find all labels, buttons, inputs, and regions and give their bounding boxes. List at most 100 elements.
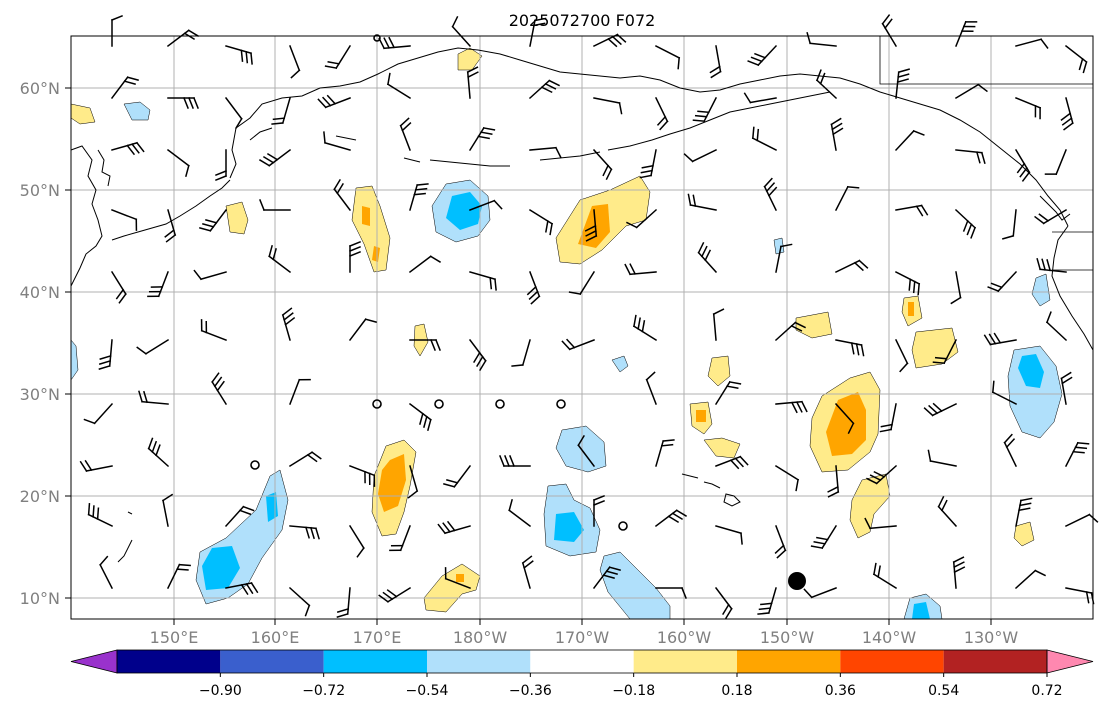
wind-barb — [349, 241, 361, 273]
wind-barb — [1044, 149, 1067, 176]
wind-barb — [654, 509, 688, 528]
wind-barb — [529, 17, 547, 47]
colorbar-label: 0.18 — [721, 683, 752, 699]
wind-barb — [199, 208, 228, 232]
wind-barb — [1036, 257, 1067, 273]
wind-barb — [687, 193, 717, 211]
wind-barb — [592, 148, 613, 180]
wind-barb — [1015, 97, 1042, 120]
latitude-labels: 10°N 20°N 30°N 40°N 50°N 60°N — [20, 79, 71, 608]
pos-region — [1013, 521, 1035, 547]
wind-barb — [1034, 208, 1068, 225]
wind-barb — [99, 555, 114, 590]
wind-barb — [79, 459, 113, 472]
wind-barb — [932, 338, 958, 365]
wind-barb — [288, 451, 322, 468]
wind-barb — [568, 270, 596, 296]
wind-barb — [1003, 433, 1018, 468]
wind-barb — [923, 402, 958, 417]
wind-barb — [593, 495, 605, 527]
wind-barb — [834, 402, 855, 434]
wind-barb — [443, 464, 472, 488]
lat-label: 50°N — [20, 181, 60, 200]
wind-barb — [775, 400, 808, 414]
wind-barb — [87, 503, 114, 528]
wind-barb — [111, 209, 138, 231]
pos-region — [372, 246, 380, 262]
wind-barb — [624, 263, 657, 276]
colorbar-swatch — [943, 650, 1047, 673]
colorbar-swatch — [737, 650, 841, 673]
wind-barb — [632, 314, 658, 342]
lat-label: 30°N — [20, 385, 60, 404]
colorbar-swatch — [427, 650, 531, 673]
wind-barb — [715, 525, 743, 545]
wind-barb — [747, 44, 778, 67]
pos-region — [351, 185, 391, 273]
wind-barb — [348, 524, 365, 558]
pos-region — [362, 206, 370, 226]
wind-barb — [654, 96, 669, 131]
wind-barb — [775, 243, 793, 273]
wind-barb — [200, 319, 227, 341]
pos-region — [456, 574, 464, 582]
neg-region — [554, 512, 584, 542]
wind-barb — [528, 208, 554, 236]
wind-barb — [1045, 311, 1068, 342]
wind-barb — [167, 97, 199, 109]
wind-barb — [166, 148, 190, 177]
wind-barb — [111, 141, 145, 156]
wind-barb — [499, 455, 531, 467]
wind-barb — [317, 94, 351, 109]
colorbar-swatch — [633, 650, 737, 673]
wind-barb — [378, 36, 411, 50]
wind-barb — [1014, 569, 1046, 590]
wind-barb — [894, 129, 925, 152]
wind-barb — [834, 259, 869, 274]
wind-barb — [409, 339, 441, 351]
wind-barb — [815, 69, 838, 100]
wind-barb — [626, 208, 658, 229]
wind-barb — [466, 66, 479, 99]
lon-label: 160°E — [251, 628, 300, 647]
colorbar-label: −0.54 — [406, 683, 449, 699]
calm-circle — [372, 399, 382, 409]
wind-barb — [333, 178, 352, 212]
wind-barb — [954, 208, 977, 239]
wind-barb — [952, 556, 966, 589]
wind-barb — [895, 68, 911, 99]
colorbar-extend-low — [70, 649, 118, 674]
wind-barb — [83, 402, 114, 425]
wind-barb — [288, 586, 311, 617]
wind-barb — [835, 339, 865, 357]
wind-barb — [955, 149, 986, 165]
wind-barb — [561, 338, 595, 351]
pos-region — [225, 201, 249, 235]
colorbar-swatch — [840, 650, 944, 673]
pos-region — [826, 392, 866, 456]
wind-barb — [147, 437, 170, 468]
colorbar-extend-high — [1046, 649, 1094, 674]
longitude-labels: 150°E 160°E 170°E 180°W 170°W 160°W 150°W 140°W… — [150, 619, 1018, 647]
neg-region — [611, 355, 629, 373]
wind-barb — [827, 465, 840, 498]
wind-barb — [577, 434, 596, 468]
wind-barb — [349, 465, 376, 487]
wind-barb — [712, 308, 725, 341]
wind-barb — [983, 332, 1017, 346]
wind-barb — [864, 517, 897, 530]
calm-circle — [556, 399, 566, 409]
wind-barb — [655, 439, 675, 467]
wind-barb — [408, 255, 442, 274]
wind-barb — [774, 464, 800, 492]
calm-circle — [434, 399, 444, 409]
colorbar-swatch — [117, 650, 221, 673]
wind-barb — [111, 15, 123, 47]
wind-barb — [271, 97, 291, 125]
colorbar-swatch — [220, 650, 324, 673]
wind-barb — [110, 76, 139, 100]
colorbar-swatch — [530, 650, 634, 673]
wind-barb — [592, 566, 621, 590]
pos-region — [378, 454, 406, 512]
wind-barb — [225, 45, 253, 65]
